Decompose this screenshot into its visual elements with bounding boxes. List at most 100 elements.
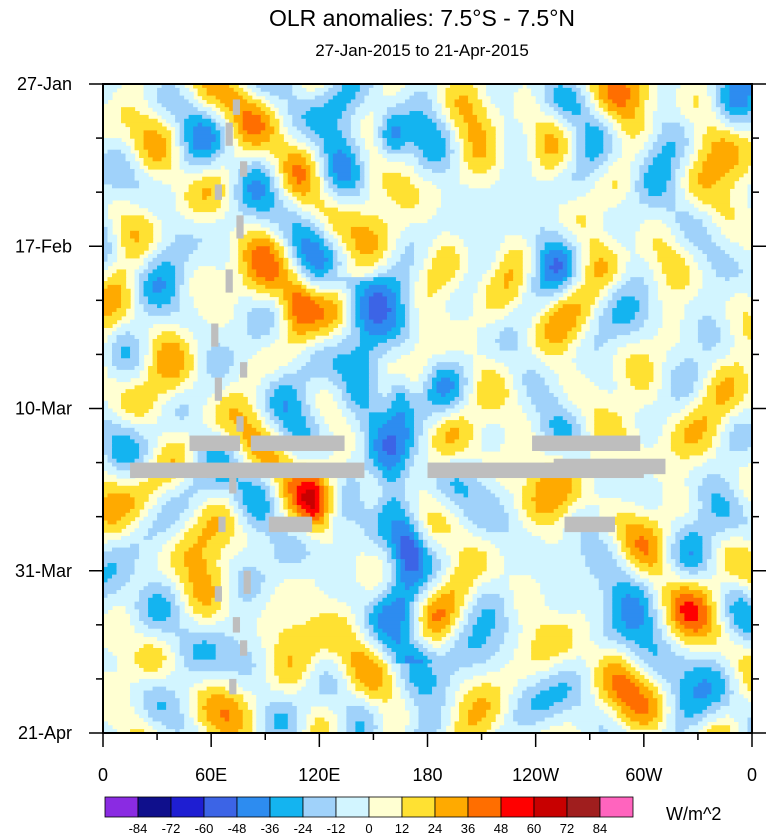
heatmap-cell	[648, 192, 663, 197]
heatmap-cell	[413, 698, 447, 703]
heatmap-cell	[468, 95, 478, 101]
heatmap-cell	[346, 311, 352, 317]
heatmap-cell	[355, 400, 370, 406]
heatmap-cell	[193, 493, 235, 498]
heatmap-cell	[441, 203, 559, 209]
heatmap-cell	[274, 192, 280, 197]
heatmap-cell	[535, 342, 568, 348]
heatmap-cell	[535, 292, 555, 298]
heatmap-cell	[296, 246, 302, 251]
heatmap-cell	[364, 95, 411, 101]
heatmap-cell	[504, 570, 591, 576]
heatmap-cell	[238, 671, 253, 676]
heatmap-cell	[481, 431, 505, 437]
heatmap-cell	[386, 651, 397, 657]
heatmap-cell	[697, 605, 708, 610]
heatmap-cell	[265, 408, 275, 413]
heatmap-cell	[603, 655, 622, 661]
heatmap-cell	[585, 153, 600, 158]
heatmap-cell	[724, 678, 731, 684]
heatmap-cell	[139, 609, 149, 614]
heatmap-cell	[292, 192, 302, 197]
heatmap-cell	[170, 644, 181, 649]
heatmap-cell	[323, 230, 329, 236]
heatmap-cell	[103, 149, 109, 155]
heatmap-cell	[179, 640, 203, 645]
heatmap-cell	[675, 366, 699, 371]
heatmap-cell	[157, 454, 185, 460]
heatmap-cell	[409, 111, 424, 116]
heatmap-cell	[594, 168, 609, 174]
heatmap-cell	[522, 408, 537, 413]
heatmap-cell	[630, 172, 640, 178]
heatmap-cell	[657, 551, 663, 556]
heatmap-cell	[287, 408, 302, 413]
heatmap-cell	[684, 481, 704, 487]
heatmap-cell	[350, 423, 361, 429]
heatmap-cell	[179, 91, 194, 97]
heatmap-cell	[679, 226, 708, 232]
heatmap-cell	[427, 277, 451, 282]
heatmap-cell	[323, 489, 329, 495]
heatmap-cell	[359, 628, 370, 634]
heatmap-cell	[607, 547, 618, 553]
heatmap-cell	[450, 292, 474, 298]
heatmap-cell	[720, 597, 726, 603]
heatmap-cell	[386, 261, 397, 267]
heatmap-cell	[364, 462, 375, 468]
heatmap-cell	[301, 250, 325, 255]
heatmap-cell	[571, 141, 577, 147]
heatmap-cell	[373, 539, 388, 545]
heatmap-cell	[373, 346, 393, 352]
heatmap-cell	[418, 563, 424, 568]
heatmap-cell	[625, 593, 631, 599]
heatmap-cell	[382, 172, 402, 178]
heatmap-cell	[215, 126, 226, 131]
heatmap-cell	[535, 335, 546, 340]
heatmap-cell	[621, 547, 631, 553]
heatmap-cell	[269, 226, 280, 232]
heatmap-cell	[175, 265, 185, 271]
heatmap-cell	[490, 705, 501, 711]
heatmap-cell	[553, 261, 564, 267]
heatmap-cell	[346, 481, 361, 487]
heatmap-cell	[427, 114, 438, 120]
heatmap-cell	[427, 582, 438, 587]
heatmap-cell	[621, 199, 640, 205]
heatmap-cell	[652, 675, 663, 680]
heatmap-cell	[670, 373, 699, 379]
heatmap-cell	[364, 447, 370, 452]
heatmap-cell	[103, 485, 158, 491]
heatmap-cell	[400, 505, 411, 510]
heatmap-cell	[341, 134, 352, 139]
heatmap-cell	[103, 400, 109, 406]
heatmap-cell	[589, 323, 600, 328]
heatmap-cell	[634, 111, 645, 116]
heatmap-cell	[377, 481, 406, 487]
heatmap-cell	[170, 396, 208, 402]
heatmap-cell	[684, 358, 695, 363]
heatmap-cell	[508, 311, 537, 317]
heatmap-cell	[386, 659, 393, 665]
heatmap-cell	[535, 505, 559, 510]
heatmap-cell	[269, 168, 275, 174]
heatmap-cell	[386, 269, 411, 274]
heatmap-cell	[355, 300, 361, 305]
heatmap-cell	[116, 335, 136, 340]
heatmap-cell	[697, 338, 722, 344]
heatmap-cell	[571, 427, 582, 433]
heatmap-cell	[486, 659, 510, 665]
heatmap-cell	[729, 95, 749, 101]
heatmap-cell	[382, 698, 388, 703]
heatmap-cell	[675, 624, 685, 630]
heatmap-cell	[607, 694, 618, 699]
heatmap-cell	[643, 505, 658, 510]
heatmap-cell	[607, 126, 613, 131]
heatmap-cell	[341, 485, 361, 491]
heatmap-cell	[603, 698, 613, 703]
heatmap-cell	[459, 130, 469, 135]
heatmap-cell	[301, 505, 311, 510]
heatmap-cell	[346, 107, 356, 112]
heatmap-cell	[305, 396, 316, 402]
heatmap-cell	[346, 153, 356, 158]
